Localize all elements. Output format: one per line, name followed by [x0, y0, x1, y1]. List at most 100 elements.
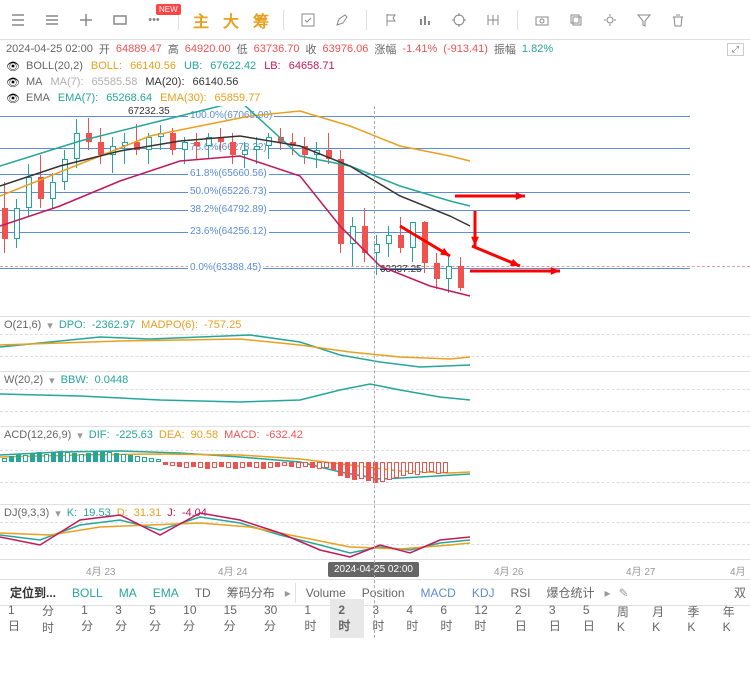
timeframe-tab[interactable]: 1日 — [0, 599, 34, 638]
bbw-label: BBW: — [61, 374, 89, 386]
bbw-val: 0.0448 — [95, 374, 129, 386]
timeframe-tab[interactable]: 1分 — [73, 599, 107, 638]
timeframe-tab[interactable]: 月K — [644, 599, 679, 638]
fib-line: 23.6%(64256.12) — [0, 232, 690, 233]
copy-icon[interactable] — [566, 10, 586, 30]
fib-line: 0.0%(63388.45) — [0, 268, 690, 269]
d-val: 31.31 — [134, 507, 162, 519]
dpo-val: -2362.97 — [92, 319, 135, 331]
timeframe-tab[interactable]: 1时 — [296, 599, 330, 638]
timeframe-tab[interactable]: 3日 — [541, 599, 575, 638]
eye-icon[interactable]: 👁 — [6, 92, 18, 104]
timeframe-tab[interactable]: 年K — [715, 599, 750, 638]
macd-bar — [44, 454, 49, 462]
scroll-right-icon[interactable]: ▸ — [285, 586, 291, 600]
timeframe-tab[interactable]: 12时 — [466, 599, 506, 638]
ma20-label: MA(20): — [145, 76, 184, 88]
macd-bar — [79, 454, 84, 462]
boll-lb: 64658.71 — [289, 60, 335, 72]
macd-panel[interactable]: ACD(12,26,9)▾ DIF:-225.63 DEA:90.58 MACD… — [0, 426, 750, 504]
macd-bar — [289, 462, 294, 467]
ema-indicator: 👁 EMA EMA(7):65268.64 EMA(30):65859.77 — [0, 90, 750, 106]
timeframe-tab[interactable]: 周K — [609, 599, 644, 638]
filter-icon[interactable] — [634, 10, 654, 30]
bbw-panel[interactable]: W(20,2)▾ BBW:0.0448 — [0, 371, 750, 426]
chip-char[interactable]: 筹 — [253, 8, 269, 32]
big-char[interactable]: 大 — [223, 8, 239, 32]
price-dashed-line — [0, 266, 750, 267]
high-value: 64920.00 — [185, 43, 231, 55]
new-badge: NEW — [156, 4, 181, 15]
cur-price: 63337.25 — [380, 264, 422, 275]
dpo-panel[interactable]: O(21,6)▾ DPO:-2362.97 MADPO(6):-757.25 — [0, 316, 750, 371]
timeframe-tab[interactable]: 3分 — [107, 599, 141, 638]
timeframe-tab[interactable]: 6时 — [432, 599, 466, 638]
main-char[interactable]: 主 — [193, 8, 209, 32]
menu-icon[interactable] — [42, 10, 62, 30]
timeframe-tab[interactable]: 3时 — [364, 599, 398, 638]
eye-icon[interactable]: 👁 — [6, 60, 18, 72]
timeframe-tab[interactable]: 5分 — [141, 599, 175, 638]
scroll-right-icon[interactable]: ▸ — [605, 586, 611, 600]
boll-indicator: 👁 BOLL(20,2) BOLL:66140.56 UB:67622.42 L… — [0, 58, 750, 74]
amp-value: 1.82% — [522, 43, 553, 55]
macd-name: ACD(12,26,9) — [4, 429, 71, 441]
macd-bar — [254, 462, 259, 468]
j-val: -4.04 — [182, 507, 207, 519]
macd-bar — [373, 462, 378, 483]
bbw-header: W(20,2)▾ BBW:0.0448 — [0, 372, 750, 388]
timeframe-tab[interactable]: 15分 — [216, 599, 256, 638]
timeframe-tab[interactable]: 分时 — [34, 598, 73, 640]
close-label: 收 — [306, 41, 317, 57]
macd-bar — [408, 462, 413, 474]
kdj-panel[interactable]: DJ(9,3,3)▾ K:19.53 D:31.31 J:-4.04 — [0, 504, 750, 559]
dea-label: DEA: — [159, 429, 185, 441]
timeframe-tab[interactable]: 季K — [679, 599, 714, 638]
flag-icon[interactable] — [381, 10, 401, 30]
target-icon[interactable] — [449, 10, 469, 30]
macd-bar — [443, 462, 448, 473]
macd-bar — [9, 456, 14, 462]
separator — [366, 10, 367, 30]
timeframe-tab[interactable]: 10分 — [175, 599, 215, 638]
time-tick: 4月 26 — [494, 563, 523, 578]
grid-icon[interactable] — [483, 10, 503, 30]
edit-tabs-icon[interactable]: ✎ — [619, 586, 629, 600]
ema30-label: EMA(30): — [160, 92, 206, 104]
cross-icon[interactable] — [76, 10, 96, 30]
ohlc-bar: 2024-04-25 02:00 开 64889.47 高 64920.00 低… — [0, 40, 750, 58]
gear-icon[interactable] — [600, 10, 620, 30]
ema30: 65859.77 — [215, 92, 261, 104]
macd-bar — [128, 455, 133, 462]
timeframe-tab[interactable]: 4时 — [398, 599, 432, 638]
macd-bar — [65, 452, 70, 462]
timeframe-tabs: 1日分时1分3分5分10分15分30分1时2时3时4时6时12时2日3日5日周K… — [0, 605, 750, 631]
camera-icon[interactable] — [532, 10, 552, 30]
rect-icon[interactable] — [110, 10, 130, 30]
dpo-name: O(21,6) — [4, 319, 41, 331]
low-value: 63736.70 — [254, 43, 300, 55]
macd-bar — [184, 462, 189, 468]
edit-icon[interactable] — [298, 10, 318, 30]
macd-bar — [331, 462, 336, 470]
change-abs: (-913.41) — [443, 43, 488, 55]
timeframe-tab[interactable]: 30分 — [256, 599, 296, 638]
ema7-label: EMA(7): — [58, 92, 98, 104]
pencil-icon[interactable] — [332, 10, 352, 30]
fib-line: 38.2%(64792.89) — [0, 210, 690, 211]
list-icon[interactable] — [8, 10, 28, 30]
timeframe-tab[interactable]: 2时 — [330, 599, 364, 638]
macd-bar — [149, 458, 154, 462]
trash-icon[interactable] — [668, 10, 688, 30]
bar-icon[interactable] — [415, 10, 435, 30]
expand-icon[interactable]: ⤢ — [727, 43, 744, 56]
macd-bar — [436, 462, 441, 474]
fib-line: 100.0%(67065.00) — [0, 116, 690, 117]
timeframe-tab[interactable]: 2日 — [507, 599, 541, 638]
price-chart[interactable]: 67232.35 63337.25 100.0%(67065.00)78.6%(… — [0, 106, 750, 316]
eye-icon[interactable]: 👁 — [6, 76, 18, 88]
macd-bar — [415, 462, 420, 475]
timeframe-tab[interactable]: 5日 — [575, 599, 609, 638]
separator — [517, 10, 518, 30]
more-icon[interactable]: •••NEW — [144, 10, 164, 30]
